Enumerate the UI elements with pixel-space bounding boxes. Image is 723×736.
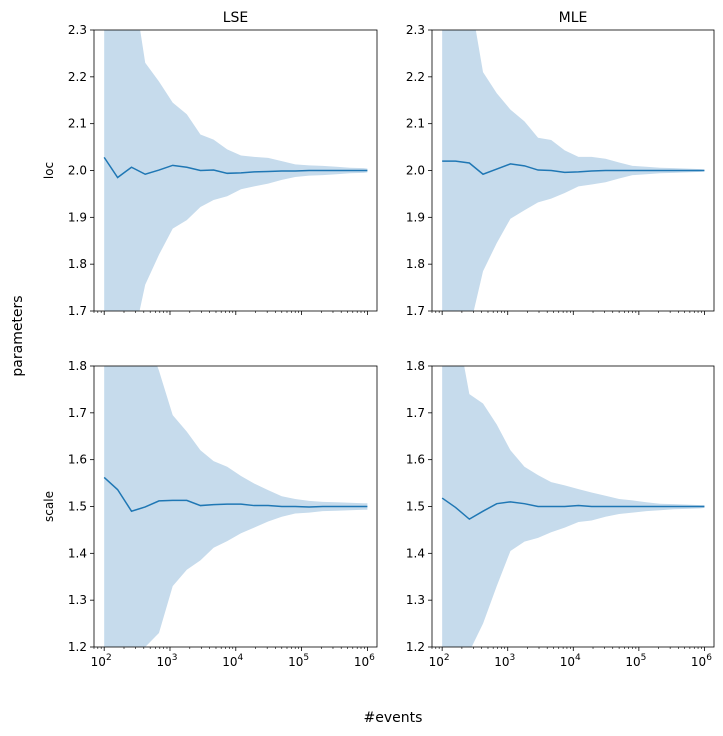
estimate-line bbox=[441, 497, 705, 521]
y-tick-label: 1.2 bbox=[406, 640, 425, 654]
x-tick-label: 104 bbox=[560, 653, 581, 669]
plot-area bbox=[103, 30, 368, 311]
x-tick-label: 102 bbox=[91, 653, 112, 669]
y-tick-label: 1.8 bbox=[406, 257, 425, 271]
plot-area bbox=[442, 30, 705, 311]
y-tick-label: 2.1 bbox=[68, 117, 87, 131]
y-tick-label: 1.7 bbox=[68, 304, 87, 318]
y-tick-label: 1.4 bbox=[68, 546, 87, 560]
y-tick-label: 1.8 bbox=[68, 257, 87, 271]
y-tick-label: 1.2 bbox=[68, 640, 87, 654]
y-tick-label: 1.4 bbox=[406, 546, 425, 560]
subplot-lse-loc: 1.7 1.8 1.9 2.0 2.1 2.2 2.3 LSE loc bbox=[42, 10, 378, 318]
y-tick-label: 1.7 bbox=[406, 304, 425, 318]
subplot-ylabel: scale bbox=[42, 491, 56, 522]
y-tick-label: 2.2 bbox=[68, 70, 87, 84]
x-tick-label: 106 bbox=[691, 653, 712, 669]
x-tick-label: 103 bbox=[494, 653, 515, 669]
confidence-band bbox=[104, 30, 368, 311]
y-tick-label: 1.6 bbox=[406, 453, 425, 467]
x-tick-label: 105 bbox=[288, 653, 309, 669]
x-tick-label: 103 bbox=[156, 653, 177, 669]
plot-area bbox=[441, 366, 705, 647]
y-tick-label: 2.1 bbox=[406, 117, 425, 131]
y-tick-label: 1.9 bbox=[406, 210, 425, 224]
y-tick-label: 2.3 bbox=[406, 23, 425, 37]
x-tick-label: 104 bbox=[222, 653, 243, 669]
y-tick-label: 1.7 bbox=[68, 406, 87, 420]
x-tick-label: 106 bbox=[354, 653, 375, 669]
y-tick-label: 1.3 bbox=[406, 593, 425, 607]
y-tick-label: 2.3 bbox=[68, 23, 87, 37]
subplot-grid: 1.7 1.8 1.9 2.0 2.1 2.2 2.3 LSE loc 1.7 1.8 1.9 2.0 2… bbox=[42, 10, 715, 669]
estimate-line bbox=[442, 160, 705, 176]
supylabel: parameters bbox=[10, 295, 26, 376]
subplot-lse-scale: 1.2 1.3 1.4 1.5 1.6 1.7 1.8 102 103 104 105 106 scal… bbox=[42, 359, 378, 669]
y-tick-label: 1.5 bbox=[406, 500, 425, 514]
y-tick-label: 2.0 bbox=[406, 164, 425, 178]
subplot-mle-loc: 1.7 1.8 1.9 2.0 2.1 2.2 2.3 MLE bbox=[406, 10, 715, 318]
x-tick-label: 102 bbox=[429, 653, 450, 669]
y-tick-label: 2.2 bbox=[406, 70, 425, 84]
estimate-line bbox=[103, 476, 368, 513]
subplot-ylabel: loc bbox=[42, 162, 56, 179]
x-tick-label: 105 bbox=[625, 653, 646, 669]
y-tick-label: 2.0 bbox=[68, 164, 87, 178]
y-tick-label: 1.3 bbox=[68, 593, 87, 607]
confidence-band bbox=[442, 30, 705, 311]
subplot-title: MLE bbox=[559, 10, 588, 26]
y-tick-label: 1.9 bbox=[68, 210, 87, 224]
y-tick-label: 1.7 bbox=[406, 406, 425, 420]
y-tick-label: 1.5 bbox=[68, 500, 87, 514]
estimate-line bbox=[103, 156, 368, 179]
confidence-band bbox=[104, 366, 368, 647]
confidence-band bbox=[442, 366, 705, 647]
y-tick-label: 1.8 bbox=[406, 359, 425, 373]
y-tick-label: 1.6 bbox=[68, 453, 87, 467]
y-tick-label: 1.8 bbox=[68, 359, 87, 373]
subplot-title: LSE bbox=[223, 10, 249, 26]
supxlabel: #events bbox=[364, 710, 423, 726]
subplot-mle-scale: 1.2 1.3 1.4 1.5 1.6 1.7 1.8 102 103 104 105 106 bbox=[406, 359, 715, 669]
plot-area bbox=[103, 366, 368, 647]
